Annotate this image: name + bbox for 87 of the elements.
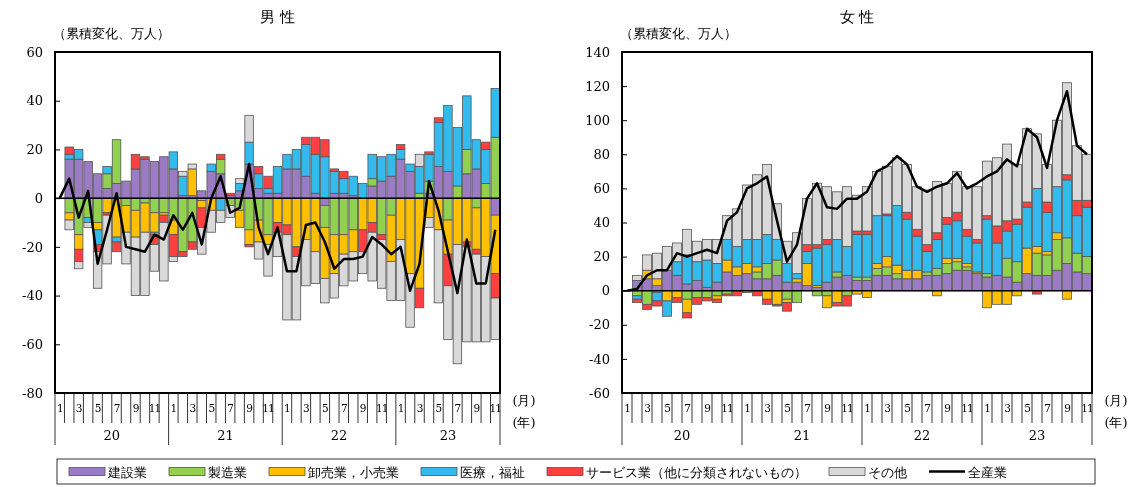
legend-label: 卸売業，小売業 xyxy=(308,464,399,480)
y-tick-label: 20 xyxy=(593,249,610,265)
y-axis-title: （累積変化、万人） xyxy=(620,26,737,41)
x-tick-label: 7 xyxy=(804,402,811,414)
x-tick-label: 3 xyxy=(764,402,771,414)
x-tick-label: 3 xyxy=(75,402,82,414)
y-tick-label: 60 xyxy=(26,44,43,60)
chart-title: 男 性 xyxy=(260,8,295,26)
legend-label: 全産業 xyxy=(968,464,1007,480)
x-tick-label: 11 xyxy=(148,402,161,414)
x-tick-label: 7 xyxy=(924,402,931,414)
x-tick-label: 9 xyxy=(704,402,711,414)
x-tick-label: 5 xyxy=(435,402,442,414)
y-tick-label: -60 xyxy=(589,385,610,401)
y-tick-label: 40 xyxy=(26,93,43,109)
x-tick-label: 5 xyxy=(1024,402,1031,414)
x-tick-label: 7 xyxy=(227,402,234,414)
y-tick-label: -20 xyxy=(22,239,43,255)
x-tick-label: 7 xyxy=(1044,402,1051,414)
y-tick-label: 0 xyxy=(601,283,610,299)
x-tick-label: 9 xyxy=(944,402,951,414)
x-tick-label: 7 xyxy=(340,402,347,414)
y-tick-label: 0 xyxy=(34,190,43,206)
text: 22 xyxy=(330,428,348,443)
text: 20 xyxy=(673,428,691,443)
x-tick-label: 7 xyxy=(113,402,120,414)
x-tick-label: 11 xyxy=(841,402,853,414)
text: (年) xyxy=(1104,415,1128,430)
chart-title: 女 性 xyxy=(839,8,875,26)
legend-label: 製造業 xyxy=(208,464,247,480)
x-tick-label: 3 xyxy=(416,402,423,414)
x-tick-label: 5 xyxy=(322,402,328,414)
x-tick-label: 3 xyxy=(303,402,310,414)
text: 20 xyxy=(103,428,121,443)
x-tick-label: 1 xyxy=(984,402,991,414)
x-tick-label: 3 xyxy=(884,402,891,414)
x-tick-label: 11 xyxy=(961,402,973,414)
x-tick-label: 9 xyxy=(473,402,480,414)
y-tick-label: 100 xyxy=(585,112,610,128)
x-tick-label: 9 xyxy=(824,402,831,414)
y-tick-label: -40 xyxy=(22,288,43,304)
y-axis-title: （累積変化、万人） xyxy=(53,26,170,41)
legend-label: 医療，福祉 xyxy=(460,464,525,480)
x-tick-label: 11 xyxy=(1081,402,1093,414)
x-tick-label: 5 xyxy=(208,402,215,414)
x-tick-label: 1 xyxy=(170,402,177,414)
x-axis-title: (月) xyxy=(1104,393,1128,408)
y-tick-label: 20 xyxy=(26,142,43,158)
y-tick-label: -20 xyxy=(589,317,610,333)
y-tick-label: 40 xyxy=(593,215,610,231)
x-tick-label: 5 xyxy=(94,402,101,414)
text: 21 xyxy=(217,428,234,443)
x-tick-label: 9 xyxy=(1064,402,1071,414)
legend-label: サービス業（他に分類されないもの） xyxy=(586,464,807,480)
y-tick-label: -40 xyxy=(589,351,610,367)
y-tick-label: 80 xyxy=(593,146,610,162)
x-tick-label: 1 xyxy=(744,402,751,414)
x-tick-label: 1 xyxy=(56,402,63,414)
y-tick-label: 120 xyxy=(585,78,610,94)
x-tick-label: 3 xyxy=(1004,402,1011,414)
text: (年) xyxy=(512,415,536,430)
y-tick-label: 60 xyxy=(593,181,610,197)
x-tick-label: 7 xyxy=(684,402,691,414)
x-tick-label: 9 xyxy=(359,402,366,414)
text: 22 xyxy=(913,428,931,443)
x-tick-label: 1 xyxy=(284,402,291,414)
x-tick-label: 3 xyxy=(644,402,651,414)
x-tick-label: 5 xyxy=(904,402,911,414)
x-tick-label: 1 xyxy=(397,402,404,414)
x-tick-label: 11 xyxy=(721,402,733,414)
text: 23 xyxy=(439,428,457,443)
x-tick-label: 5 xyxy=(664,402,671,414)
y-tick-label: -60 xyxy=(22,336,43,352)
x-tick-label: 1 xyxy=(864,402,871,414)
y-tick-label: -80 xyxy=(22,385,43,401)
text: 21 xyxy=(793,428,811,443)
x-axis-title: (月) xyxy=(512,393,536,408)
text: 23 xyxy=(1028,428,1046,443)
x-tick-label: 5 xyxy=(784,402,791,414)
legend-label: その他 xyxy=(868,464,907,480)
x-tick-label: 9 xyxy=(246,402,253,414)
x-tick-label: 1 xyxy=(624,402,631,414)
x-tick-label: 9 xyxy=(132,402,139,414)
x-tick-label: 7 xyxy=(454,402,461,414)
y-tick-label: 140 xyxy=(585,44,610,60)
x-tick-label: 3 xyxy=(189,402,196,414)
legend-label: 建設業 xyxy=(107,464,147,480)
